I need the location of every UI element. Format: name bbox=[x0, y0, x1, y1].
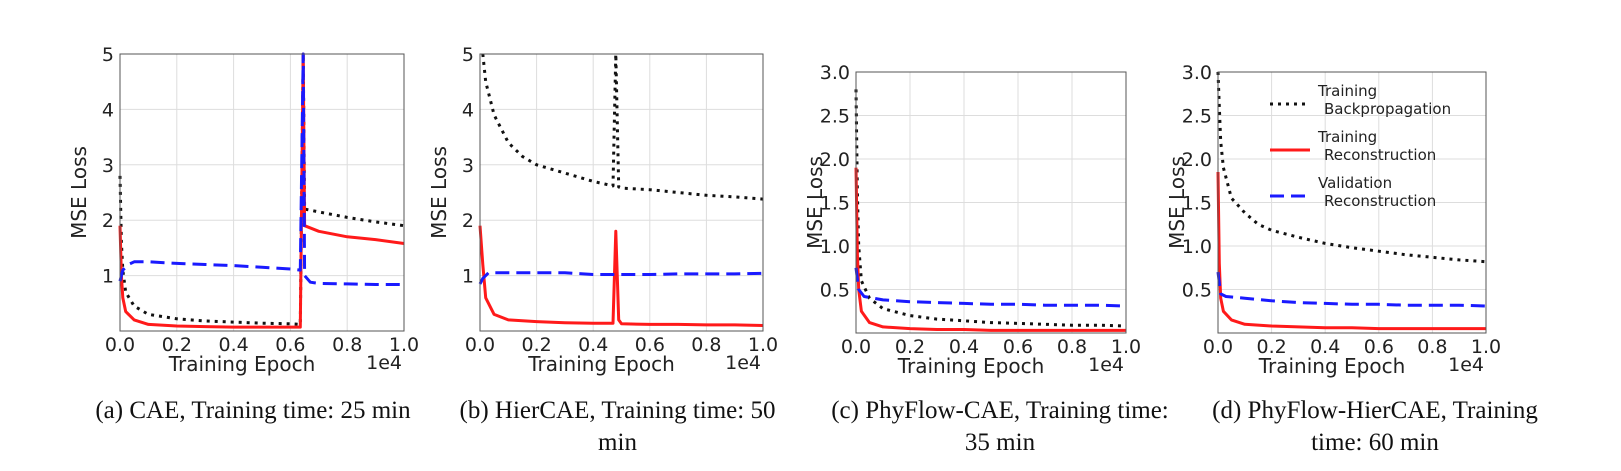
series-line bbox=[1216, 271, 1487, 308]
x-tick-label: 0.6 bbox=[1003, 336, 1033, 358]
series-line bbox=[118, 52, 404, 286]
x-tick-label: 0.2 bbox=[895, 336, 925, 358]
x-axis-multiplier: 1e4 bbox=[725, 352, 761, 374]
caption-b: (b) HierCAE, Training time: 50 min bbox=[459, 397, 776, 456]
x-tick-label: 0.0 bbox=[1203, 336, 1233, 358]
chart-panel-0: 0.0 0.2 0.4 0.6 0.8 1.0 1 2 3 4 5 Training Epoch 1e4… bbox=[67, 44, 419, 376]
y-tick-label: 1.5 bbox=[1182, 193, 1212, 215]
x-axis-label: Training Epoch bbox=[527, 352, 675, 376]
x-axis-label: Training Epoch bbox=[168, 352, 316, 376]
x-tick-label: 0.4 bbox=[949, 336, 979, 358]
y-tick-label: 5 bbox=[462, 44, 474, 66]
legend-label: Reconstruction bbox=[1324, 192, 1436, 210]
chart-panel-1: 0.0 0.2 0.4 0.6 0.8 1.0 1 2 3 4 5 Training Epoch 1e4… bbox=[427, 44, 778, 376]
caption-a: (a) CAE, Training time: 25 min bbox=[95, 397, 411, 424]
y-tick-label: 2 bbox=[102, 210, 114, 232]
y-tick-label: 1.0 bbox=[820, 236, 850, 258]
legend: TrainingBackpropagationTrainingReconstru… bbox=[1270, 82, 1451, 210]
y-tick-label: 3.0 bbox=[820, 62, 850, 84]
x-tick-label: 0.8 bbox=[691, 334, 721, 356]
series-line bbox=[1216, 171, 1486, 331]
x-axis-label: Training Epoch bbox=[897, 354, 1045, 378]
y-tick-label: 1 bbox=[102, 266, 114, 288]
y-axis-label: MSE Loss bbox=[67, 146, 91, 239]
x-tick-label: 1.0 bbox=[1471, 336, 1501, 358]
x-tick-label: 0.6 bbox=[1364, 336, 1394, 358]
y-tick-label: 3.0 bbox=[1182, 62, 1212, 84]
x-axis-label: Training Epoch bbox=[1258, 354, 1406, 378]
x-axis-multiplier: 1e4 bbox=[366, 352, 402, 374]
x-tick-label: 0.0 bbox=[841, 336, 871, 358]
x-tick-label: 0.2 bbox=[521, 334, 551, 356]
y-tick-label: 4 bbox=[462, 99, 474, 121]
y-tick-label: 4 bbox=[102, 99, 114, 121]
x-tick-label: 1.0 bbox=[1111, 336, 1141, 358]
plot-frame bbox=[1217, 71, 1487, 334]
x-tick-label: 0.2 bbox=[162, 334, 192, 356]
x-tick-label: 0.4 bbox=[1310, 336, 1340, 358]
legend-label: Training bbox=[1317, 128, 1377, 146]
x-tick-label: 0.8 bbox=[332, 334, 362, 356]
y-tick-label: 2 bbox=[462, 210, 474, 232]
series-line bbox=[478, 271, 764, 285]
caption-c: (c) PhyFlow-CAE, Training time: 35 min bbox=[831, 397, 1169, 456]
caption-d: (d) PhyFlow-HierCAE, Training time: 60 m… bbox=[1212, 397, 1538, 456]
y-tick-label: 2.5 bbox=[820, 106, 850, 128]
y-tick-label: 0.5 bbox=[1182, 280, 1212, 302]
x-tick-label: 0.6 bbox=[275, 334, 305, 356]
legend-label: Training bbox=[1317, 82, 1377, 100]
x-tick-label: 0.8 bbox=[1057, 336, 1087, 358]
y-tick-label: 1.5 bbox=[820, 193, 850, 215]
x-tick-label: 0.0 bbox=[105, 334, 135, 356]
y-tick-label: 3 bbox=[102, 155, 114, 177]
x-tick-label: 0.6 bbox=[635, 334, 665, 356]
series-line bbox=[854, 167, 1126, 332]
x-tick-label: 0.8 bbox=[1417, 336, 1447, 358]
chart-panel-2: 0.0 0.2 0.4 0.6 0.8 1.0 0.5 1.0 1.5 2.0 2.5 3.0 Trai… bbox=[803, 62, 1141, 378]
x-axis-multiplier: 1e4 bbox=[1448, 354, 1484, 376]
y-tick-label: 2.5 bbox=[1182, 106, 1212, 128]
x-tick-label: 1.0 bbox=[389, 334, 419, 356]
x-tick-label: 0.0 bbox=[465, 334, 495, 356]
x-tick-label: 0.4 bbox=[578, 334, 608, 356]
legend-label: Validation bbox=[1318, 174, 1392, 192]
y-tick-label: 3 bbox=[462, 155, 474, 177]
x-tick-label: 1.0 bbox=[748, 334, 778, 356]
y-axis-label: MSE Loss bbox=[1165, 156, 1189, 249]
y-tick-label: 5 bbox=[102, 44, 114, 66]
y-axis-label: MSE Loss bbox=[427, 146, 451, 239]
legend-label: Backpropagation bbox=[1324, 100, 1451, 118]
y-tick-label: 2.0 bbox=[1182, 149, 1212, 171]
chart-panel-3: 0.0 0.2 0.4 0.6 0.8 1.0 0.5 1.0 1.5 2.0 2.5 3.0 Trai… bbox=[1165, 62, 1501, 378]
series-line bbox=[118, 52, 405, 329]
series-line bbox=[478, 225, 764, 327]
series-line bbox=[118, 52, 405, 326]
plot-frame bbox=[119, 53, 405, 332]
series-line bbox=[854, 267, 1127, 308]
series-line bbox=[854, 89, 1127, 328]
x-tick-label: 0.4 bbox=[218, 334, 248, 356]
legend-label: Reconstruction bbox=[1324, 146, 1436, 164]
y-tick-label: 0.5 bbox=[820, 280, 850, 302]
y-tick-label: 1 bbox=[462, 266, 474, 288]
series-line bbox=[481, 52, 764, 201]
y-tick-label: 1.0 bbox=[1182, 236, 1212, 258]
x-tick-label: 0.2 bbox=[1256, 336, 1286, 358]
plot-frame bbox=[855, 71, 1127, 334]
y-tick-label: 2.0 bbox=[820, 149, 850, 171]
y-axis-label: MSE Loss bbox=[803, 156, 827, 249]
plot-frame bbox=[479, 53, 764, 332]
x-axis-multiplier: 1e4 bbox=[1088, 354, 1124, 376]
